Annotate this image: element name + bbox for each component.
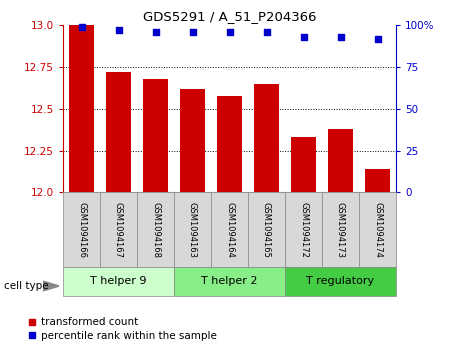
Bar <box>144 79 167 192</box>
Bar <box>174 267 285 296</box>
Text: T regulatory: T regulatory <box>306 276 374 286</box>
Text: GSM1094174: GSM1094174 <box>373 202 382 257</box>
Text: cell type: cell type <box>4 281 49 291</box>
Point <box>189 29 196 35</box>
Point <box>337 34 344 40</box>
Point <box>263 29 270 35</box>
Bar <box>63 192 100 267</box>
Point <box>226 29 233 35</box>
Point <box>300 34 307 40</box>
Text: T helper 9: T helper 9 <box>90 276 147 286</box>
Text: GSM1094173: GSM1094173 <box>336 201 345 258</box>
Text: GSM1094172: GSM1094172 <box>299 202 308 257</box>
Text: GSM1094168: GSM1094168 <box>151 201 160 258</box>
Bar <box>285 267 396 296</box>
Text: GSM1094167: GSM1094167 <box>114 201 123 258</box>
Legend: transformed count, percentile rank within the sample: transformed count, percentile rank withi… <box>28 317 217 340</box>
Bar <box>100 192 137 267</box>
Point <box>115 28 122 33</box>
Text: GSM1094164: GSM1094164 <box>225 202 234 257</box>
Text: T helper 2: T helper 2 <box>201 276 258 286</box>
Bar <box>255 84 279 192</box>
Bar <box>211 192 248 267</box>
Point <box>78 24 85 30</box>
Bar <box>63 267 174 296</box>
Bar <box>328 129 352 192</box>
Bar <box>180 89 204 192</box>
Bar <box>285 192 322 267</box>
Bar <box>217 95 242 192</box>
Bar <box>69 25 94 192</box>
Bar <box>322 192 359 267</box>
Bar <box>107 72 130 192</box>
Bar <box>248 192 285 267</box>
Bar <box>292 137 315 192</box>
Text: GSM1094163: GSM1094163 <box>188 201 197 258</box>
Point <box>152 29 159 35</box>
Text: GSM1094166: GSM1094166 <box>77 201 86 258</box>
Text: GSM1094165: GSM1094165 <box>262 202 271 257</box>
Point <box>374 36 381 42</box>
Title: GDS5291 / A_51_P204366: GDS5291 / A_51_P204366 <box>143 10 316 23</box>
Bar <box>359 192 396 267</box>
Polygon shape <box>43 281 59 291</box>
Bar <box>365 169 390 192</box>
Bar <box>137 192 174 267</box>
Bar <box>174 192 211 267</box>
